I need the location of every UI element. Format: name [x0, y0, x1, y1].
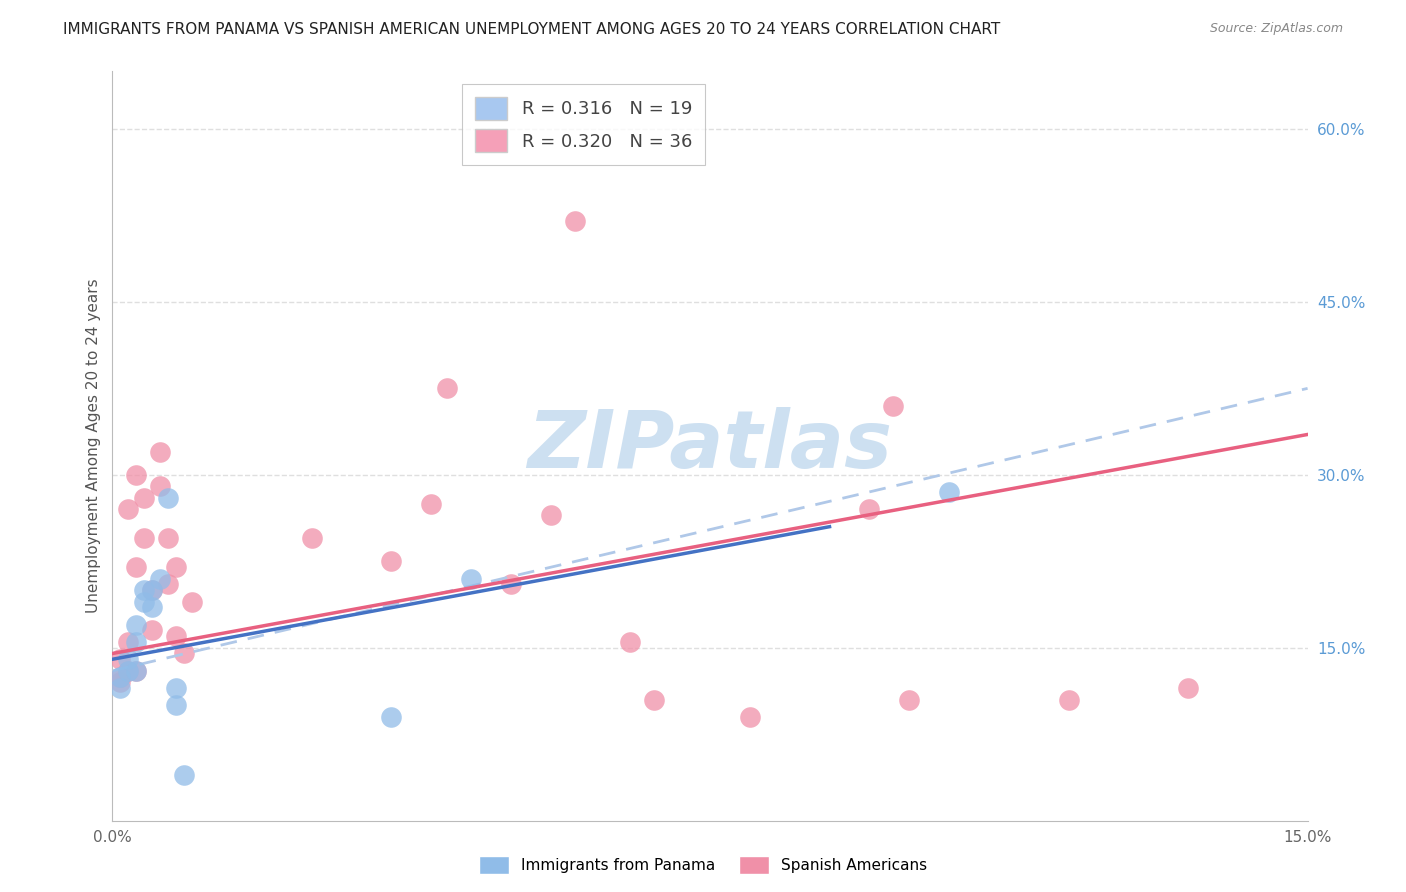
Point: [134, 594, 156, 608]
Point: [157, 531, 180, 545]
Point: [499, 577, 522, 591]
Legend: Immigrants from Panama, Spanish Americans: Immigrants from Panama, Spanish American…: [472, 850, 934, 880]
Point: [125, 664, 148, 678]
Point: [134, 531, 156, 545]
Point: [141, 583, 163, 598]
Point: [157, 577, 180, 591]
Point: [110, 681, 132, 695]
Point: [1177, 681, 1199, 695]
Point: [380, 710, 402, 724]
Point: [173, 647, 195, 661]
Point: [882, 399, 904, 413]
Point: [1057, 692, 1080, 706]
Point: [110, 669, 132, 683]
Point: [540, 508, 562, 523]
Point: [117, 652, 139, 666]
Point: [738, 710, 761, 724]
Point: [149, 479, 172, 493]
Point: [117, 635, 139, 649]
Point: [173, 767, 195, 781]
Point: [149, 572, 172, 586]
Y-axis label: Unemployment Among Ages 20 to 24 years: Unemployment Among Ages 20 to 24 years: [86, 278, 101, 614]
Point: [643, 692, 665, 706]
Point: [858, 502, 880, 516]
Legend: R = 0.316   N = 19, R = 0.320   N = 36: R = 0.316 N = 19, R = 0.320 N = 36: [463, 84, 704, 165]
Point: [301, 531, 323, 545]
Point: [125, 560, 148, 574]
Point: [125, 635, 148, 649]
Text: ZIPatlas: ZIPatlas: [527, 407, 893, 485]
Text: IMMIGRANTS FROM PANAMA VS SPANISH AMERICAN UNEMPLOYMENT AMONG AGES 20 TO 24 YEAR: IMMIGRANTS FROM PANAMA VS SPANISH AMERIC…: [63, 22, 1001, 37]
Point: [157, 491, 180, 505]
Point: [117, 664, 139, 678]
Point: [380, 554, 402, 568]
Point: [117, 664, 139, 678]
Point: [141, 600, 163, 615]
Point: [141, 624, 163, 638]
Point: [938, 485, 960, 500]
Point: [165, 629, 187, 643]
Point: [420, 497, 443, 511]
Point: [460, 572, 482, 586]
Point: [134, 583, 156, 598]
Point: [110, 669, 132, 683]
Point: [149, 444, 172, 458]
Point: [134, 491, 156, 505]
Point: [619, 635, 641, 649]
Point: [125, 467, 148, 482]
Point: [110, 652, 132, 666]
Point: [165, 681, 187, 695]
Point: [125, 617, 148, 632]
Point: [165, 698, 187, 713]
Point: [125, 664, 148, 678]
Point: [141, 583, 163, 598]
Point: [564, 214, 586, 228]
Point: [165, 560, 187, 574]
Point: [117, 502, 139, 516]
Text: Source: ZipAtlas.com: Source: ZipAtlas.com: [1209, 22, 1343, 36]
Point: [110, 675, 132, 690]
Point: [898, 692, 921, 706]
Point: [181, 594, 204, 608]
Point: [436, 381, 458, 395]
